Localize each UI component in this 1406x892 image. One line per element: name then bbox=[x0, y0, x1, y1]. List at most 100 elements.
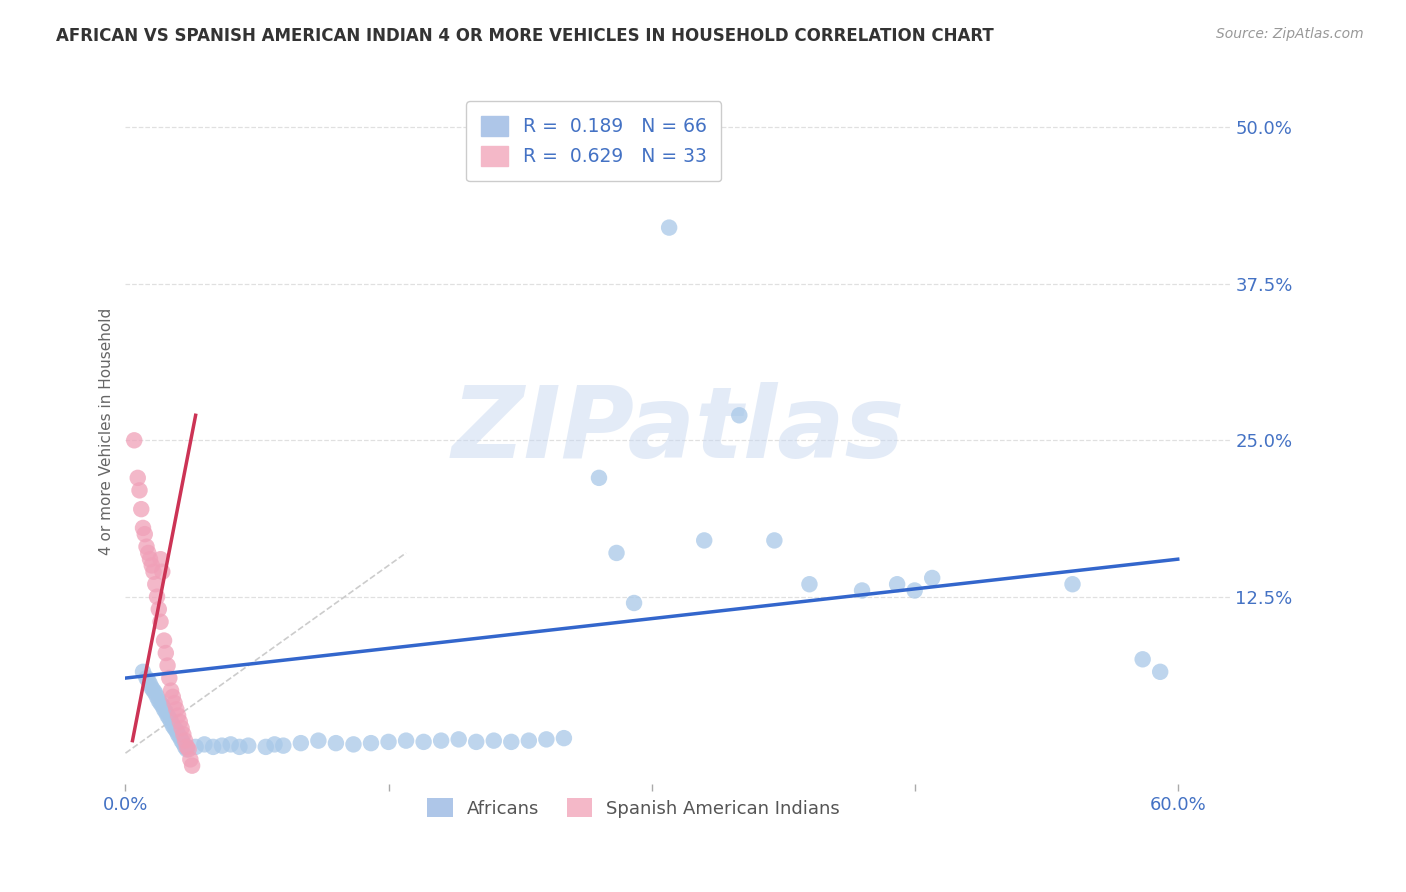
Point bbox=[146, 590, 169, 604]
Point bbox=[170, 733, 193, 747]
Point bbox=[174, 733, 197, 747]
Point bbox=[141, 558, 163, 573]
Point bbox=[128, 483, 150, 498]
Point bbox=[136, 546, 159, 560]
Point bbox=[211, 739, 233, 753]
Point bbox=[174, 739, 197, 754]
Point bbox=[1149, 665, 1171, 679]
Point bbox=[179, 752, 201, 766]
Point bbox=[149, 552, 172, 566]
Point bbox=[167, 727, 190, 741]
Point bbox=[141, 681, 163, 695]
Y-axis label: 4 or more Vehicles in Household: 4 or more Vehicles in Household bbox=[100, 308, 114, 555]
Point bbox=[273, 739, 295, 753]
Point bbox=[904, 583, 927, 598]
Point bbox=[588, 471, 610, 485]
Point bbox=[163, 721, 186, 735]
Point bbox=[193, 738, 215, 752]
Point bbox=[135, 540, 157, 554]
Point bbox=[139, 677, 162, 691]
Point bbox=[202, 739, 225, 754]
Point bbox=[553, 731, 575, 746]
Point bbox=[172, 727, 194, 741]
Point bbox=[143, 577, 166, 591]
Point bbox=[605, 546, 627, 560]
Point bbox=[921, 571, 943, 585]
Point bbox=[395, 733, 418, 747]
Point bbox=[146, 690, 169, 704]
Point bbox=[135, 671, 157, 685]
Point bbox=[148, 693, 170, 707]
Point bbox=[143, 686, 166, 700]
Point bbox=[149, 615, 172, 629]
Point bbox=[254, 739, 277, 754]
Point bbox=[156, 708, 179, 723]
Point bbox=[148, 602, 170, 616]
Point bbox=[1062, 577, 1084, 591]
Point bbox=[728, 409, 751, 423]
Point bbox=[263, 738, 285, 752]
Point bbox=[150, 698, 173, 713]
Point bbox=[160, 683, 183, 698]
Point bbox=[360, 736, 382, 750]
Point bbox=[172, 736, 194, 750]
Point bbox=[430, 733, 453, 747]
Point bbox=[132, 665, 155, 679]
Point bbox=[799, 577, 821, 591]
Point bbox=[160, 714, 183, 729]
Point bbox=[238, 739, 260, 753]
Point bbox=[165, 723, 187, 738]
Point bbox=[219, 738, 242, 752]
Point bbox=[132, 521, 155, 535]
Point bbox=[169, 730, 191, 744]
Point bbox=[139, 552, 162, 566]
Point bbox=[155, 646, 177, 660]
Point bbox=[693, 533, 716, 548]
Point bbox=[763, 533, 786, 548]
Point bbox=[377, 735, 399, 749]
Point bbox=[412, 735, 434, 749]
Point bbox=[177, 742, 200, 756]
Point bbox=[155, 705, 177, 719]
Point bbox=[1132, 652, 1154, 666]
Point bbox=[290, 736, 312, 750]
Legend: Africans, Spanish American Indians: Africans, Spanish American Indians bbox=[420, 790, 848, 825]
Point bbox=[325, 736, 347, 750]
Point bbox=[184, 739, 207, 754]
Point bbox=[851, 583, 873, 598]
Point bbox=[150, 565, 173, 579]
Point bbox=[517, 733, 540, 747]
Point bbox=[169, 714, 191, 729]
Point bbox=[134, 527, 156, 541]
Point bbox=[136, 673, 159, 688]
Point bbox=[127, 471, 149, 485]
Text: Source: ZipAtlas.com: Source: ZipAtlas.com bbox=[1216, 27, 1364, 41]
Point bbox=[162, 718, 184, 732]
Point bbox=[176, 742, 198, 756]
Point bbox=[165, 702, 187, 716]
Point bbox=[156, 658, 179, 673]
Point bbox=[167, 708, 190, 723]
Point bbox=[658, 220, 681, 235]
Point bbox=[176, 739, 198, 754]
Point bbox=[162, 690, 184, 704]
Point bbox=[501, 735, 523, 749]
Point bbox=[163, 696, 186, 710]
Point bbox=[122, 434, 145, 448]
Point bbox=[886, 577, 908, 591]
Point bbox=[157, 711, 180, 725]
Point bbox=[307, 733, 329, 747]
Point bbox=[623, 596, 645, 610]
Point bbox=[228, 739, 250, 754]
Point bbox=[170, 721, 193, 735]
Point bbox=[181, 758, 204, 772]
Point bbox=[142, 565, 165, 579]
Point bbox=[129, 502, 152, 516]
Point bbox=[482, 733, 505, 747]
Point bbox=[342, 738, 364, 752]
Point bbox=[157, 671, 180, 685]
Point bbox=[465, 735, 488, 749]
Point bbox=[142, 683, 165, 698]
Point bbox=[149, 696, 172, 710]
Point bbox=[447, 732, 470, 747]
